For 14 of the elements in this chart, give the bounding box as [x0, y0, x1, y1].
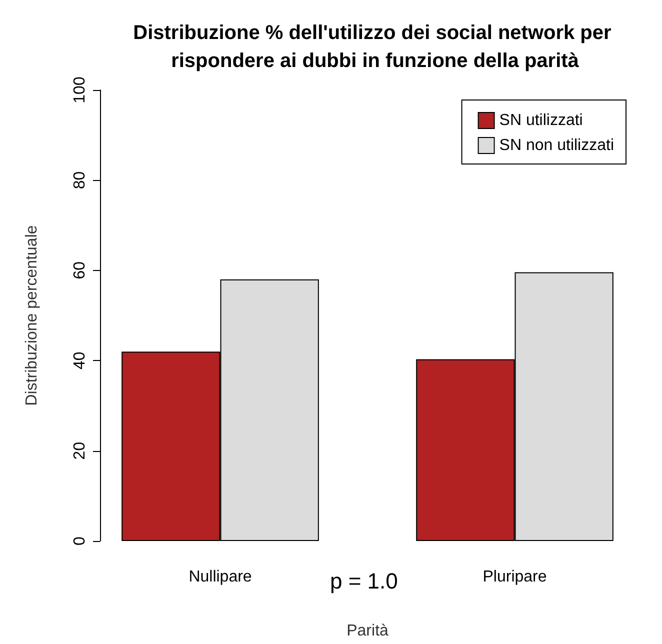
text: p = 1.0 — [330, 568, 398, 594]
y-tick-label: 60 — [72, 261, 88, 280]
x-tick-label: Nullipare — [188, 568, 252, 586]
x-tick-label: Pluripare — [482, 568, 547, 586]
y-tick-label: 0 — [72, 536, 88, 546]
y-axis-title: Distribuzione percentuale — [24, 225, 40, 406]
y-tick-label: 80 — [72, 171, 88, 190]
legend-label: SN utilizzati — [499, 112, 583, 129]
y-tick-label: 100 — [72, 76, 88, 104]
y-tick-label: 40 — [72, 352, 88, 370]
y-tick-label: 20 — [72, 442, 88, 460]
chart-title: Distribuzione % dell'utilizzo dei social network per rispondere ai dubbi in funzione della parità — [133, 22, 617, 72]
x-axis-title: Parità — [346, 622, 388, 640]
legend-label: SN non utilizzati — [499, 137, 614, 154]
